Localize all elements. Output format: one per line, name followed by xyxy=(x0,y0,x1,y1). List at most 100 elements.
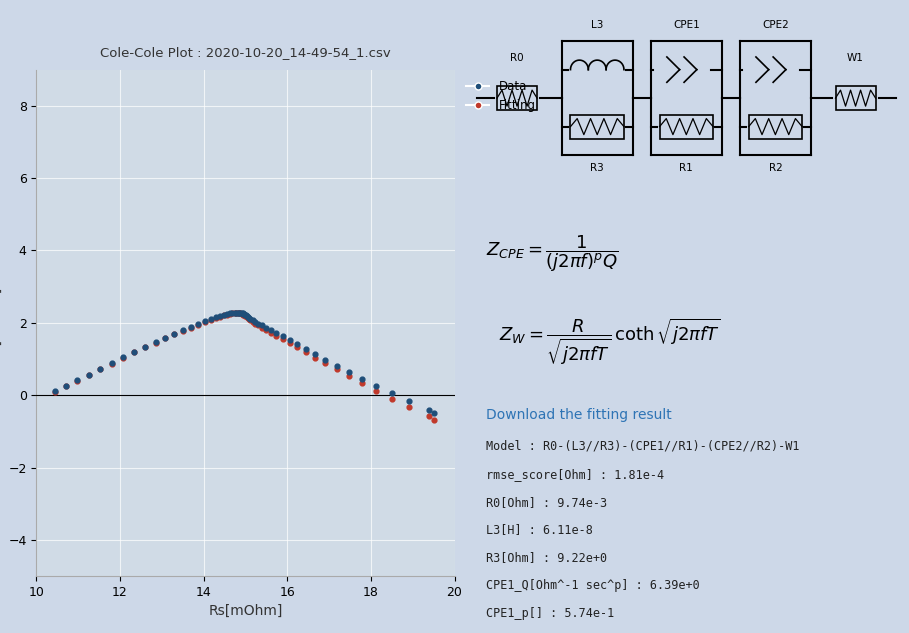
Point xyxy=(283,338,297,348)
Point xyxy=(138,342,153,352)
Point xyxy=(259,322,274,332)
Legend: Data, Fitting: Data, Fitting xyxy=(461,75,541,117)
Point xyxy=(82,370,96,380)
Point xyxy=(245,315,260,325)
Point xyxy=(318,354,333,365)
Point xyxy=(385,394,399,404)
Point xyxy=(235,309,249,319)
Point xyxy=(204,315,218,325)
Text: L3[H] : 6.11e-8: L3[H] : 6.11e-8 xyxy=(485,523,593,537)
Point xyxy=(244,315,258,325)
Title: Cole-Cole Plot : 2020-10-20_14-49-54_1.csv: Cole-Cole Plot : 2020-10-20_14-49-54_1.c… xyxy=(100,46,391,59)
Point xyxy=(236,310,251,320)
Point xyxy=(369,381,384,391)
Point xyxy=(227,308,242,318)
Point xyxy=(402,402,416,412)
Point xyxy=(242,313,256,323)
Point xyxy=(369,385,384,396)
Point xyxy=(191,319,205,329)
Point xyxy=(231,308,245,318)
Point xyxy=(232,308,246,318)
Point xyxy=(82,370,96,380)
Point xyxy=(216,310,231,320)
Point xyxy=(329,361,344,371)
Point xyxy=(329,365,344,375)
Point xyxy=(251,320,265,330)
Point xyxy=(238,310,253,320)
Point xyxy=(127,348,142,358)
Text: W1: W1 xyxy=(847,53,864,63)
Point xyxy=(167,329,182,339)
Point xyxy=(299,347,314,357)
Point xyxy=(240,311,255,322)
Point xyxy=(138,342,153,353)
Point xyxy=(237,310,252,320)
Point xyxy=(47,387,62,397)
Point xyxy=(239,312,254,322)
Point xyxy=(225,308,240,318)
Point xyxy=(148,337,163,347)
Text: CPE1_p[] : 5.74e-1: CPE1_p[] : 5.74e-1 xyxy=(485,607,614,620)
Point xyxy=(426,415,441,425)
X-axis label: Rs[mOhm]: Rs[mOhm] xyxy=(208,605,283,618)
Point xyxy=(421,405,435,415)
Point xyxy=(93,365,107,375)
Point xyxy=(213,311,227,321)
Text: L3: L3 xyxy=(591,20,604,30)
Point xyxy=(269,331,284,341)
Point xyxy=(238,311,253,321)
Point xyxy=(402,396,416,406)
Point xyxy=(264,325,278,335)
Point xyxy=(235,309,250,319)
Point xyxy=(175,326,190,336)
Point xyxy=(223,308,237,318)
Text: R3[Ohm] : 9.22e+0: R3[Ohm] : 9.22e+0 xyxy=(485,551,607,565)
Text: CPE1: CPE1 xyxy=(673,20,700,30)
Point xyxy=(191,320,205,330)
Point xyxy=(167,329,182,339)
Point xyxy=(275,331,290,341)
Point xyxy=(184,322,198,332)
Point xyxy=(264,327,278,337)
Text: Download the fitting result: Download the fitting result xyxy=(485,408,672,422)
Point xyxy=(308,349,323,359)
Point xyxy=(259,325,274,335)
Point xyxy=(318,358,333,368)
Point xyxy=(216,310,231,320)
Point xyxy=(299,344,314,354)
Point xyxy=(308,353,323,363)
Point xyxy=(342,372,356,382)
Point xyxy=(197,316,212,327)
Text: CPE2: CPE2 xyxy=(762,20,789,30)
Point xyxy=(233,308,247,318)
Point xyxy=(233,308,247,318)
Point xyxy=(175,325,190,335)
Text: R3: R3 xyxy=(590,163,604,173)
Point xyxy=(231,308,245,318)
Point xyxy=(236,309,251,319)
Point xyxy=(426,408,441,418)
Point xyxy=(235,308,250,318)
Point xyxy=(242,314,256,324)
Point xyxy=(127,347,142,357)
Point xyxy=(158,334,173,344)
Point xyxy=(225,308,240,318)
Point xyxy=(158,332,173,342)
Point xyxy=(105,359,119,369)
Point xyxy=(208,313,223,323)
Point xyxy=(105,358,119,368)
Point xyxy=(269,328,284,338)
Point xyxy=(204,314,218,324)
Point xyxy=(197,317,212,327)
Point xyxy=(229,308,244,318)
Point xyxy=(115,353,130,363)
Point xyxy=(220,310,235,320)
Text: $Z_{CPE} = \dfrac{1}{(j2\pi f)^p Q}$: $Z_{CPE} = \dfrac{1}{(j2\pi f)^p Q}$ xyxy=(485,233,618,273)
Point xyxy=(148,337,163,348)
Text: CPE1_Q[Ohm^-1 sec^p] : 6.39e+0: CPE1_Q[Ohm^-1 sec^p] : 6.39e+0 xyxy=(485,579,700,592)
Point xyxy=(223,309,237,319)
Point xyxy=(70,375,85,385)
Point xyxy=(235,308,249,318)
Point xyxy=(213,311,227,322)
Y-axis label: -X[mOhm]: -X[mOhm] xyxy=(0,287,3,358)
